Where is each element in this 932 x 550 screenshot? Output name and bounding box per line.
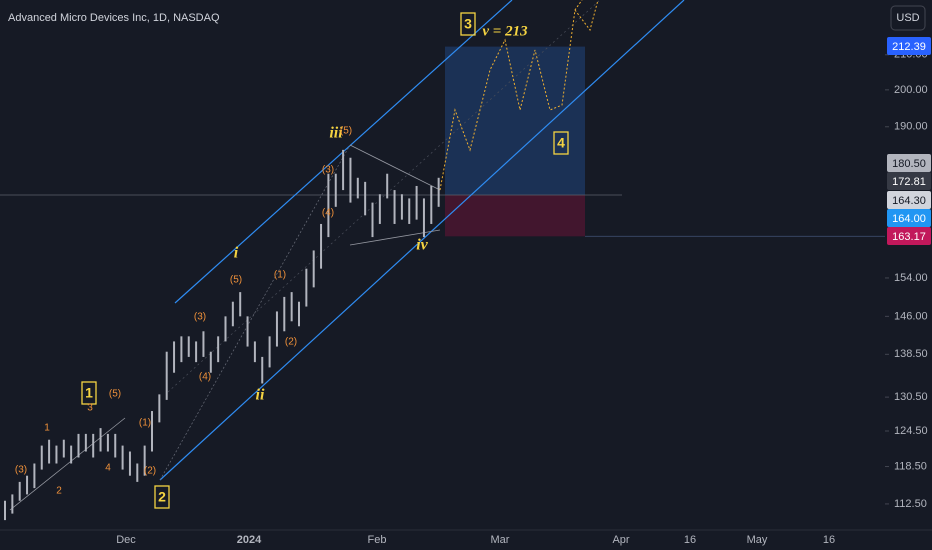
wave-label: i <box>234 245 239 262</box>
wedge-line <box>9 417 126 511</box>
y-tick-label: 154.00 <box>894 272 928 284</box>
y-tick-label: 200.00 <box>894 84 928 96</box>
sub-wave-label: (3) <box>194 312 206 323</box>
sub-wave-label: (5) <box>340 126 352 137</box>
sub-wave-label: (5) <box>109 389 121 400</box>
projection <box>439 0 583 191</box>
channel-lower <box>159 0 685 481</box>
time-label: Dec <box>116 534 136 546</box>
y-tick-label: 138.50 <box>894 348 928 360</box>
wave-label: iv <box>416 237 428 254</box>
wave-label: ii <box>256 387 265 404</box>
price-tag-label: 212.39 <box>892 41 926 53</box>
wave-box <box>460 12 476 36</box>
time-label: Apr <box>612 534 629 546</box>
target-boxes <box>0 46 885 237</box>
triangle-top <box>349 144 441 191</box>
y-tick-label: 146.00 <box>894 310 928 322</box>
time-label: 16 <box>823 534 835 546</box>
wave-line <box>159 144 351 481</box>
wave-label: v = 213 <box>482 23 528 39</box>
channel-mid <box>167 0 601 393</box>
sub-wave-label: (1) <box>139 418 151 429</box>
price-tag <box>887 37 931 55</box>
sub-wave-label: (5) <box>230 275 242 286</box>
wave-box <box>81 381 97 405</box>
price-tag <box>887 154 931 172</box>
y-tick-label: 112.50 <box>894 498 927 510</box>
price-tag-label: 172.81 <box>892 176 926 188</box>
price-tag-label: 164.00 <box>892 213 926 225</box>
sub-wave-label: (4) <box>199 372 211 383</box>
sub-wave-label: 3 <box>87 403 93 414</box>
projection-tail <box>574 0 599 32</box>
price-tag <box>887 191 931 209</box>
sub-wave-label: (4) <box>322 208 334 219</box>
price-tag-label: 163.17 <box>892 231 926 243</box>
wave-label: 4 <box>557 135 565 151</box>
sub-wave-label: (3) <box>322 165 334 176</box>
y-tick-label: 118.50 <box>894 460 927 472</box>
sub-wave-label: (2) <box>285 337 297 348</box>
currency-button[interactable] <box>890 5 926 31</box>
y-tick-label: 124.50 <box>894 425 928 437</box>
time-label: 16 <box>684 534 696 546</box>
price-tag <box>887 172 931 190</box>
wave-label: 1 <box>85 385 93 401</box>
wave-label: iii <box>329 125 343 142</box>
time-label: Feb <box>368 534 387 546</box>
time-label: Mar <box>491 534 510 546</box>
price-axis <box>885 0 932 530</box>
y-tick-label: 130.50 <box>894 391 928 403</box>
y-tick-label: 190.00 <box>894 121 928 133</box>
sub-wave-label: 1 <box>44 423 50 434</box>
wave-box <box>154 485 170 509</box>
sub-wave-label: (1) <box>274 270 286 281</box>
sub-wave-label: (2) <box>144 466 156 477</box>
price-tag <box>887 209 931 227</box>
price-tag-label: 164.30 <box>892 195 926 207</box>
wave-label: 3 <box>464 16 472 32</box>
currency-label[interactable]: USD <box>896 12 919 24</box>
sub-wave-label: 4 <box>105 463 111 474</box>
profit-box <box>445 46 585 196</box>
time-label: 2024 <box>237 534 262 546</box>
chart-title: Advanced Micro Devices Inc, 1D, NASDAQ <box>8 12 220 24</box>
time-label: May <box>747 534 768 546</box>
triangle-bottom <box>349 229 441 246</box>
wave-label: 2 <box>158 489 166 505</box>
sub-wave-label: 2 <box>56 486 62 497</box>
sub-wave-label: (3) <box>15 465 27 476</box>
price-tag <box>887 227 931 245</box>
loss-box <box>445 195 585 237</box>
wave-box <box>553 131 569 155</box>
price-tag-label: 180.50 <box>892 158 926 170</box>
